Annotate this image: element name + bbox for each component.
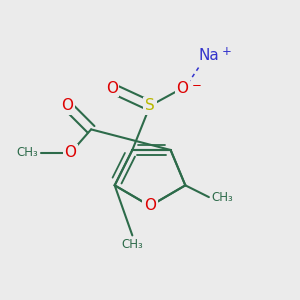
Text: CH₃: CH₃ (212, 190, 234, 204)
Text: O: O (144, 198, 156, 213)
Text: CH₃: CH₃ (16, 146, 38, 159)
Text: O: O (64, 146, 76, 160)
Text: O: O (106, 81, 118, 96)
Text: −: − (192, 79, 202, 92)
Text: O: O (61, 98, 74, 113)
Text: S: S (145, 98, 155, 113)
Text: +: + (222, 45, 232, 58)
Text: Na: Na (199, 48, 219, 63)
Text: CH₃: CH₃ (122, 238, 143, 251)
Text: O: O (176, 81, 188, 96)
